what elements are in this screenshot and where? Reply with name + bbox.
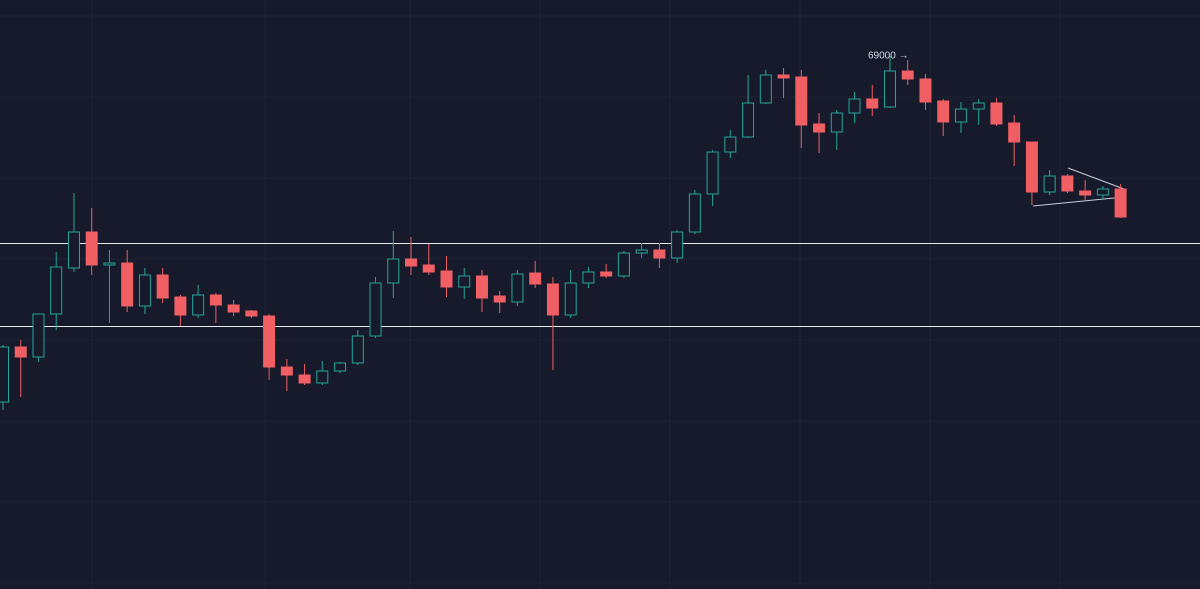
candle-body xyxy=(564,282,577,316)
candle-body xyxy=(209,294,222,306)
candle-body xyxy=(813,123,826,133)
candle-body xyxy=(227,304,240,313)
candle-body xyxy=(671,231,684,259)
candle-body xyxy=(316,370,329,384)
candle-body xyxy=(156,274,169,299)
candle-body xyxy=(14,346,27,358)
candle-body xyxy=(440,270,453,288)
candle-body xyxy=(369,282,382,337)
candle-body xyxy=(1114,188,1127,218)
candle-body xyxy=(405,258,418,267)
candle-body xyxy=(1025,141,1038,193)
candle-body xyxy=(263,315,276,368)
candle-body xyxy=(1043,175,1056,193)
candle-body xyxy=(759,74,772,104)
candle-body xyxy=(334,362,347,372)
candle-body xyxy=(866,98,879,109)
candle-body xyxy=(174,296,187,316)
price-annotation: 69000 → xyxy=(868,51,909,62)
candle-body xyxy=(653,249,666,259)
candle-body xyxy=(1079,190,1092,196)
trend-line xyxy=(1067,167,1125,190)
candle-body xyxy=(0,346,9,403)
candle-body xyxy=(67,231,80,269)
candle-body xyxy=(724,136,737,153)
candle-body xyxy=(972,102,985,110)
candle-body xyxy=(688,193,701,233)
candle-body xyxy=(387,258,400,284)
candle-body xyxy=(901,70,914,80)
candle-body xyxy=(600,271,613,277)
candle-body xyxy=(635,249,648,254)
candle-body xyxy=(493,295,506,303)
candle-body xyxy=(138,274,151,307)
candle-body xyxy=(617,252,630,277)
candle-body xyxy=(121,262,134,307)
candle-body xyxy=(351,335,364,364)
candle-body xyxy=(884,70,896,108)
candle-body xyxy=(795,76,808,126)
candle-body xyxy=(1096,188,1109,196)
candle-body xyxy=(529,272,542,285)
candle-body xyxy=(475,275,488,299)
candle-body xyxy=(298,374,311,384)
candle-body xyxy=(245,310,258,317)
candle-body xyxy=(706,151,719,195)
candle-body xyxy=(954,108,967,123)
candle-body xyxy=(919,78,932,103)
candle-body xyxy=(848,98,861,114)
candle-body xyxy=(103,262,116,266)
candle-body xyxy=(742,102,755,138)
candle-body xyxy=(422,264,435,273)
candle-body xyxy=(990,102,1003,125)
candle-body xyxy=(85,231,98,266)
candle-body xyxy=(511,273,524,303)
candle-body xyxy=(280,366,293,376)
candle-body xyxy=(1061,175,1074,192)
candle-body xyxy=(937,100,950,123)
candle-body xyxy=(582,271,595,284)
candle-body xyxy=(32,313,45,358)
candle-body xyxy=(458,275,471,288)
candle-body xyxy=(830,112,843,133)
triangle-drawing xyxy=(1032,167,1125,207)
candle-body xyxy=(1008,122,1021,143)
candle-body xyxy=(777,74,790,79)
candle-body xyxy=(192,294,205,316)
candle-body xyxy=(546,283,559,316)
trend-line xyxy=(1032,196,1125,207)
candle-body xyxy=(50,266,63,315)
